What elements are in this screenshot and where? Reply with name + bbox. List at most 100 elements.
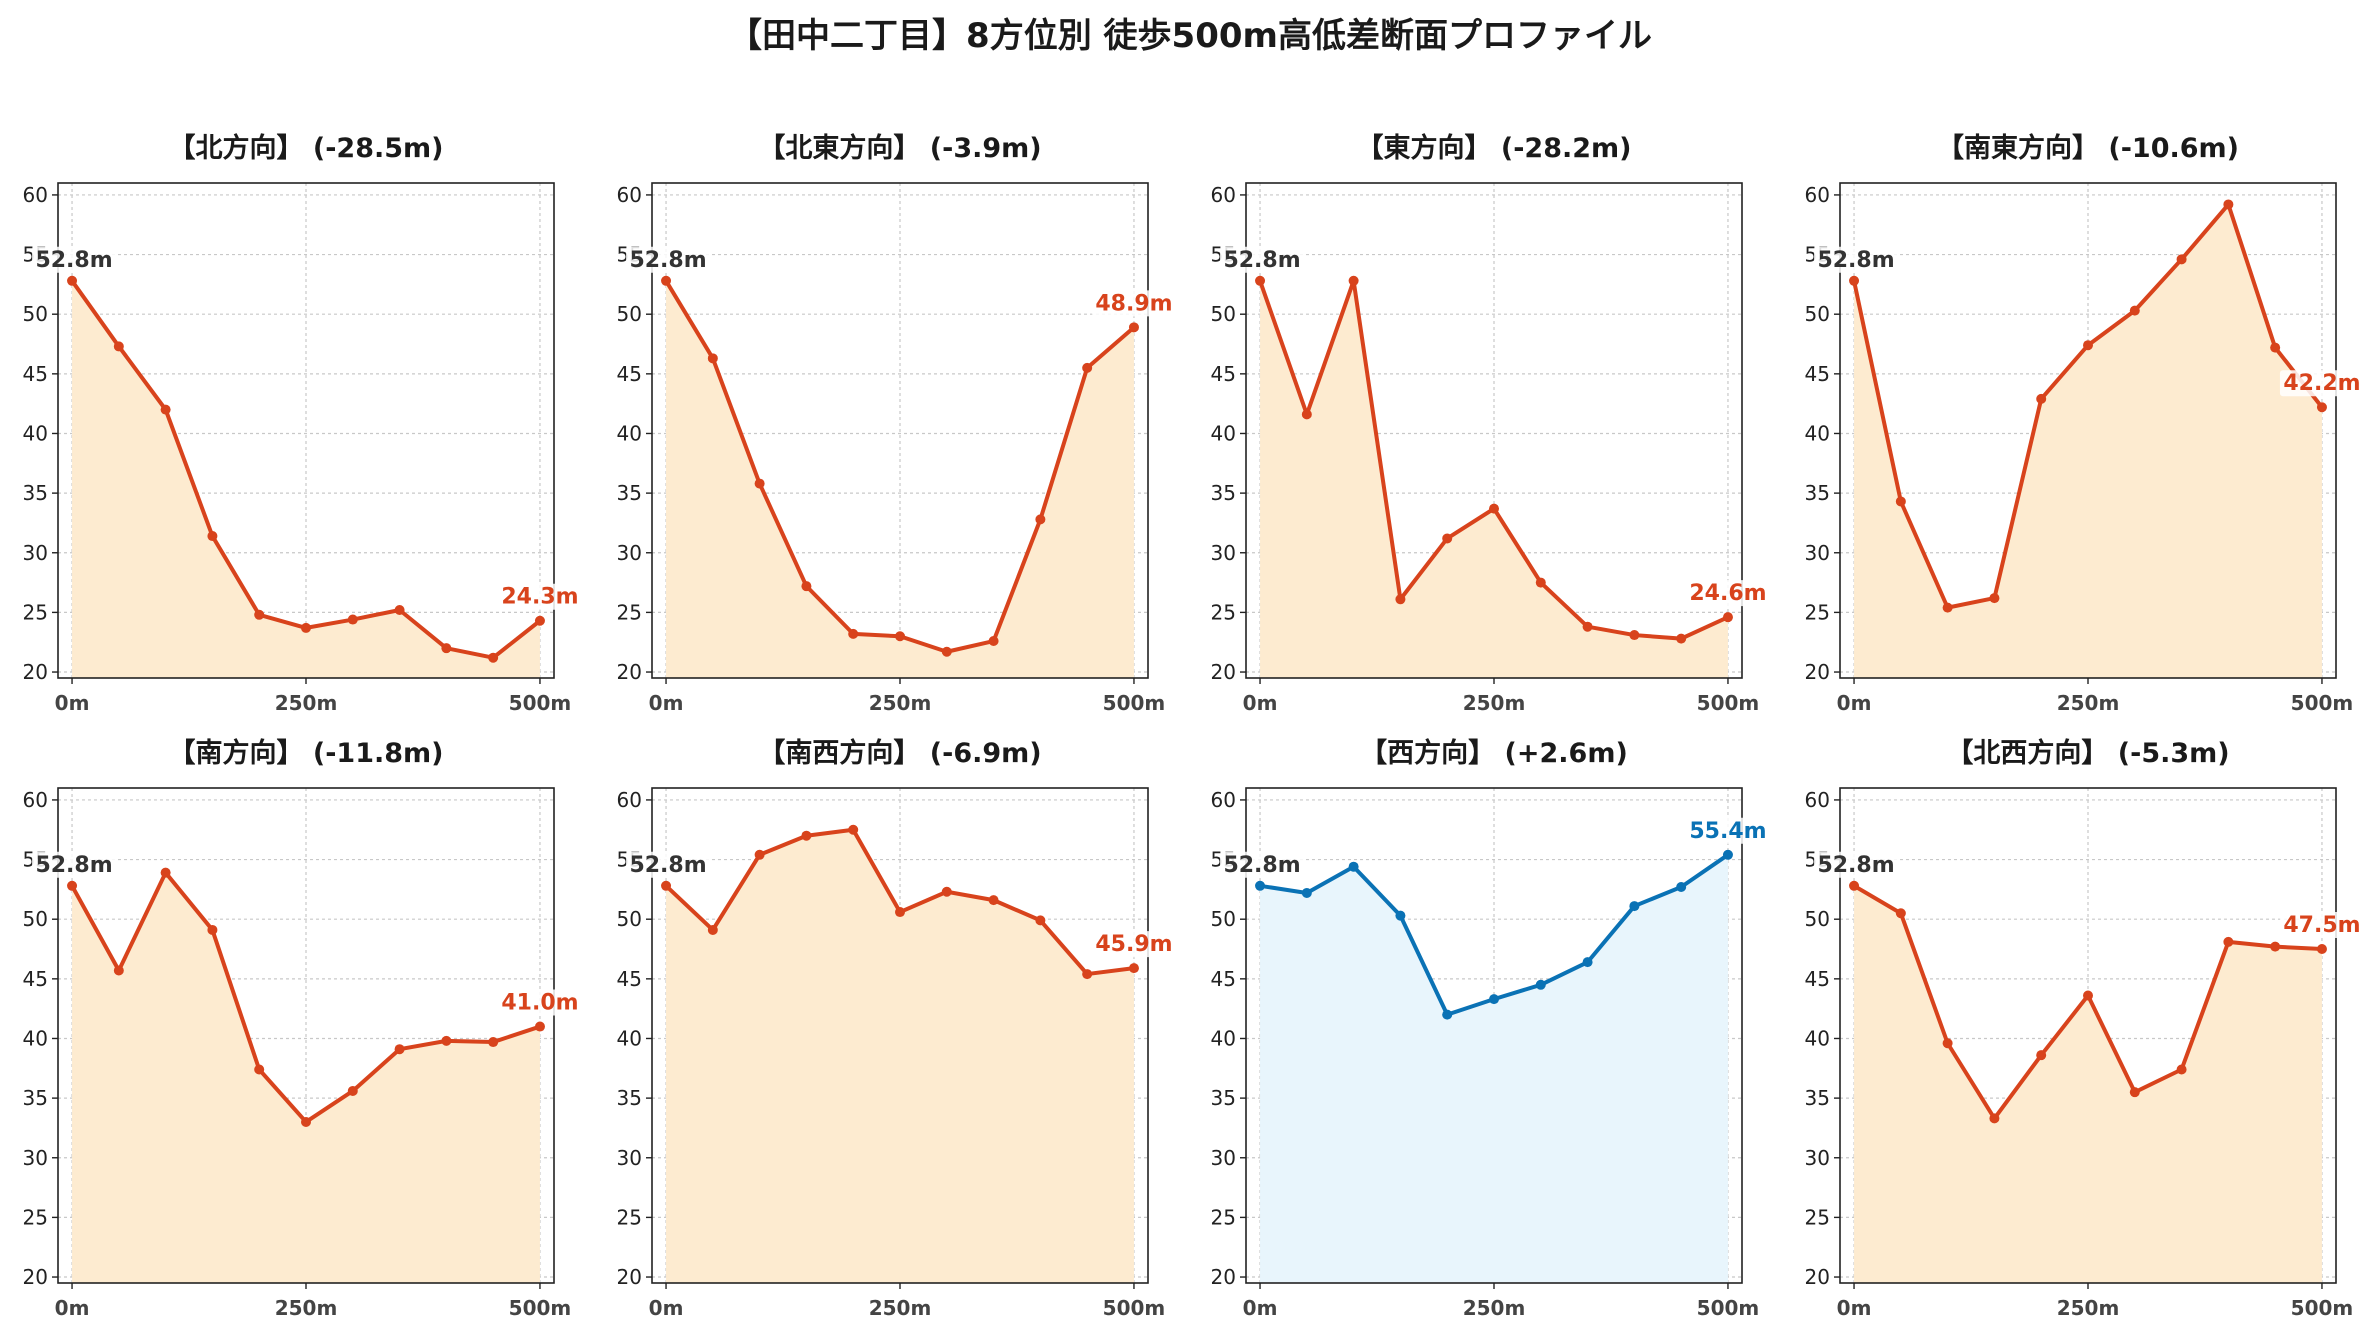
end-value-label: 24.3m (501, 585, 578, 610)
end-value-label: 55.4m (1689, 819, 1766, 844)
data-point (895, 907, 905, 918)
chart-svg-7: 【北西方向】 (-5.3m)2025303540455055600m250m50… (1805, 737, 2364, 1320)
area-fill (1260, 854, 1728, 1283)
data-point (1442, 533, 1453, 544)
data-point (207, 924, 218, 935)
end-label-bg (1091, 290, 1176, 317)
data-point (1082, 362, 1093, 373)
data-point (1989, 593, 2000, 604)
y-tick-label: 30 (1211, 541, 1236, 565)
start-value-label: 52.8m (1817, 853, 1894, 878)
y-tick-label: 25 (617, 1205, 642, 1229)
end-label-bg (1685, 817, 1770, 844)
x-tick-label: 0m (649, 691, 684, 715)
y-tick-label: 30 (1805, 541, 1830, 565)
data-point (2129, 1087, 2140, 1098)
y-tick-label: 50 (1805, 907, 1830, 931)
y-tick-label: 30 (23, 1146, 48, 1170)
y-tick-label: 45 (1211, 362, 1236, 386)
x-tick-label: 250m (1463, 691, 1526, 715)
y-tick-label: 50 (617, 302, 642, 326)
chart-svg-2: 【東方向】 (-28.2m)2025303540455055600m250m50… (1211, 132, 1770, 715)
data-point (1629, 901, 1640, 912)
y-tick-label: 50 (1211, 907, 1236, 931)
panel-title: 【北西方向】 (-5.3m) (1946, 737, 2229, 769)
y-tick-label: 45 (23, 967, 48, 991)
chart-svg-0: 【北方向】 (-28.5m)2025303540455055600m250m50… (23, 132, 582, 715)
y-tick-label: 50 (23, 907, 48, 931)
area-fill (1854, 885, 2322, 1283)
chart-svg-3: 【南東方向】 (-10.6m)2025303540455055600m250m5… (1805, 132, 2364, 715)
panel-title: 【西方向】 (+2.6m) (1360, 737, 1628, 769)
y-tick-label: 35 (1805, 481, 1830, 505)
data-point (2083, 990, 2093, 1001)
start-value-label: 52.8m (1223, 853, 1300, 878)
data-point (2176, 1064, 2187, 1075)
start-label-bg (1814, 851, 1899, 878)
data-point (1629, 630, 1640, 641)
data-point (661, 880, 672, 891)
x-tick-label: 500m (1697, 691, 1760, 715)
y-tick-label: 50 (617, 907, 642, 931)
y-tick-label: 20 (617, 660, 642, 684)
y-tick-label: 20 (617, 1265, 642, 1289)
data-point (1989, 1113, 2000, 1124)
data-point (441, 1035, 452, 1046)
chart-panel-0: 【北方向】 (-28.5m)2025303540455055600m250m50… (0, 123, 582, 728)
data-point (1676, 633, 1687, 644)
x-tick-label: 0m (649, 1296, 684, 1320)
y-tick-label: 25 (23, 1205, 48, 1229)
data-point (2036, 393, 2047, 404)
y-tick-label: 30 (23, 541, 48, 565)
chart-panel-7: 【北西方向】 (-5.3m)2025303540455055600m250m50… (1782, 728, 2364, 1333)
x-tick-label: 250m (275, 691, 338, 715)
x-tick-label: 0m (1243, 691, 1278, 715)
data-point (67, 275, 78, 286)
data-point (347, 614, 358, 625)
data-point (1301, 887, 1312, 898)
chart-svg-5: 【南西方向】 (-6.9m)2025303540455055600m250m50… (617, 737, 1176, 1320)
y-tick-label: 60 (1805, 788, 1830, 812)
data-point (2176, 254, 2187, 265)
data-point (441, 643, 452, 654)
data-point (1676, 882, 1687, 892)
data-point (2223, 936, 2234, 947)
y-tick-label: 45 (617, 967, 642, 991)
x-tick-label: 250m (2057, 691, 2120, 715)
y-tick-label: 20 (1805, 1265, 1830, 1289)
data-point (707, 924, 718, 935)
x-tick-label: 250m (275, 1296, 338, 1320)
chart-main-title: 【田中二丁目】8方位別 徒歩500m高低差断面プロファイル (728, 16, 1652, 56)
area-fill (666, 280, 1134, 678)
y-tick-label: 35 (23, 1086, 48, 1110)
data-point (1301, 409, 1312, 420)
end-value-label: 24.6m (1689, 581, 1766, 606)
x-tick-label: 500m (1103, 1296, 1166, 1320)
data-point (301, 622, 311, 633)
y-tick-label: 40 (1211, 421, 1236, 445)
chart-svg-6: 【西方向】 (+2.6m)2025303540455055600m250m500… (1211, 737, 1770, 1320)
y-tick-label: 50 (1805, 302, 1830, 326)
x-tick-label: 250m (869, 691, 932, 715)
data-point (1395, 594, 1406, 605)
panel-title: 【東方向】 (-28.2m) (1356, 132, 1631, 164)
data-point (394, 1044, 405, 1055)
y-tick-label: 30 (1805, 1146, 1830, 1170)
data-point (1849, 275, 1860, 286)
data-point (1489, 994, 1499, 1005)
y-tick-label: 30 (1211, 1146, 1236, 1170)
data-point (2316, 402, 2327, 413)
y-tick-label: 30 (617, 1146, 642, 1170)
data-point (534, 615, 545, 626)
x-tick-label: 500m (509, 1296, 572, 1320)
data-point (1395, 910, 1406, 921)
panel-title: 【南東方向】 (-10.6m) (1937, 132, 2239, 164)
data-point (113, 341, 124, 352)
chart-panel-2: 【東方向】 (-28.2m)2025303540455055600m250m50… (1188, 123, 1770, 728)
y-tick-label: 45 (1805, 967, 1830, 991)
y-tick-label: 60 (1211, 788, 1236, 812)
data-point (2129, 305, 2140, 316)
end-value-label: 45.9m (1095, 932, 1172, 957)
y-tick-label: 25 (1805, 600, 1830, 624)
